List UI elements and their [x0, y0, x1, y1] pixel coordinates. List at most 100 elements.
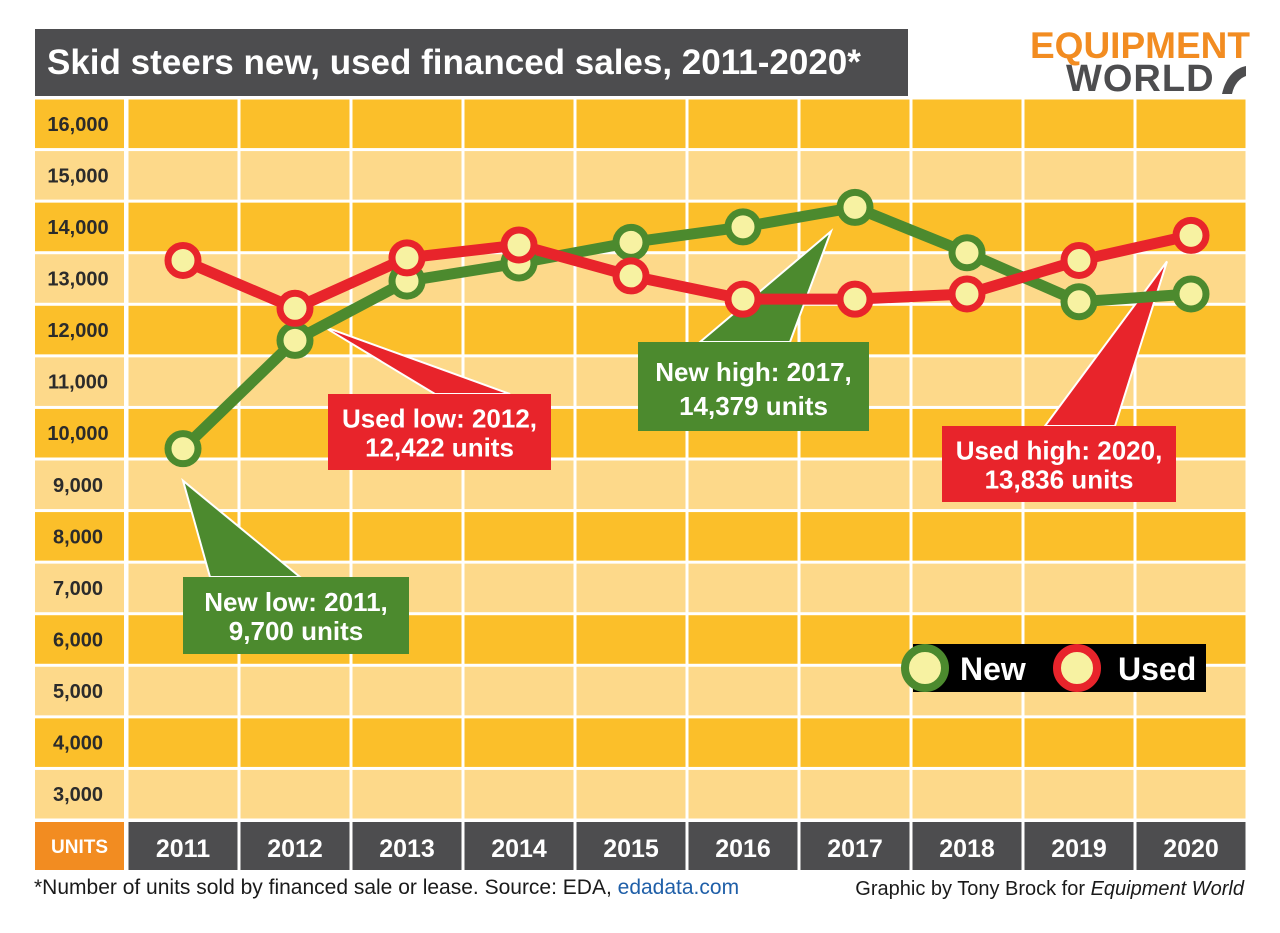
- callout-box: [183, 577, 409, 654]
- legend: New Used: [901, 644, 1206, 692]
- band-cell: [800, 718, 910, 767]
- logo-line1: EQUIPMENT: [1030, 25, 1250, 66]
- x-axis-cell: [464, 822, 574, 870]
- data-point-used: [612, 257, 650, 295]
- callout-box: [328, 394, 551, 470]
- logo-swoosh-icon: [1222, 66, 1246, 94]
- x-tick-label: 2020: [1163, 835, 1219, 863]
- data-point-used: [948, 275, 986, 313]
- y-tick-label: 4,000: [53, 733, 103, 755]
- series-lines: [177, 201, 1197, 455]
- band-cell: [688, 151, 798, 200]
- y-tick-label: 8,000: [53, 526, 103, 548]
- band-cell: [576, 563, 686, 613]
- band-cell: [1136, 99, 1246, 149]
- graphic-credit: Graphic by Tony Brock for Equipment Worl…: [855, 878, 1244, 901]
- data-point-used: [164, 241, 202, 279]
- band-cell: [800, 666, 910, 716]
- data-point-used: [388, 239, 426, 277]
- data-point-used: [1060, 241, 1098, 279]
- band-cell: [576, 769, 686, 819]
- band-cell: [128, 769, 238, 819]
- band-cell: [576, 151, 686, 200]
- band-cell: [35, 615, 124, 664]
- band-cell: [128, 666, 238, 716]
- x-tick-label: 2018: [939, 835, 995, 863]
- band-cell: [35, 357, 124, 406]
- band-cell: [240, 769, 350, 819]
- band-cell: [912, 357, 1022, 406]
- footnote: *Number of units sold by financed sale o…: [34, 876, 739, 900]
- band-cell: [688, 563, 798, 613]
- band-cell: [128, 357, 238, 406]
- logo-line2: WORLD: [1066, 58, 1215, 100]
- band-cell: [576, 718, 686, 767]
- x-tick-label: 2015: [603, 835, 659, 863]
- band-cell: [576, 666, 686, 716]
- x-tick-label: 2011: [156, 835, 210, 863]
- band-cell: [576, 460, 686, 510]
- band-cell: [1136, 305, 1246, 355]
- band-cell: [464, 718, 574, 767]
- band-cell: [912, 718, 1022, 767]
- data-point-used: [500, 226, 538, 264]
- band-cell: [464, 666, 574, 716]
- band-cell: [35, 769, 124, 819]
- band-cell: [1136, 151, 1246, 200]
- band-cell: [688, 615, 798, 664]
- band-cell: [912, 563, 1022, 613]
- footnote-text: *Number of units sold by financed sale o…: [34, 876, 618, 899]
- x-tick-label: 2017: [827, 835, 883, 863]
- band-cell: [688, 718, 798, 767]
- callout-line2: 12,422 units: [365, 432, 514, 462]
- data-point-new: [1060, 283, 1098, 321]
- band-cell: [240, 99, 350, 149]
- data-point-new: [724, 208, 762, 246]
- band-cell: [800, 460, 910, 510]
- band-cell: [464, 769, 574, 819]
- series-line-used: [177, 229, 1197, 314]
- data-point-new: [164, 430, 202, 468]
- band-cell: [576, 615, 686, 664]
- band-cell: [1136, 718, 1246, 767]
- band-cell: [352, 769, 462, 819]
- band-cell: [35, 718, 124, 767]
- x-axis-cell: [688, 822, 798, 870]
- band-cell: [1024, 99, 1134, 149]
- callout-line1: New high: 2017,: [655, 357, 852, 387]
- y-tick-label: 14,000: [47, 217, 108, 239]
- y-tick-label: 13,000: [47, 269, 108, 291]
- x-axis-cell: [352, 822, 462, 870]
- band-cell: [912, 305, 1022, 355]
- band-cell: [1136, 357, 1246, 406]
- band-cell: [688, 99, 798, 149]
- band-cell: [912, 512, 1022, 561]
- band-cell: [1024, 512, 1134, 561]
- y-tick-label: 12,000: [47, 320, 108, 342]
- callout-line1: Used low: 2012,: [342, 403, 537, 433]
- callouts: New low: 2011,9,700 units Used low: 2012,…: [183, 342, 1176, 654]
- band-cell: [35, 254, 124, 303]
- x-tick-label: 2013: [379, 835, 435, 863]
- data-point-used: [724, 280, 762, 318]
- band-cell: [688, 769, 798, 819]
- legend-marker-used: [1053, 644, 1101, 692]
- band-cell: [912, 769, 1022, 819]
- band-cell: [240, 718, 350, 767]
- band-cell: [128, 460, 238, 510]
- source-link[interactable]: edadata.com: [617, 876, 740, 899]
- x-axis-cell: [240, 822, 350, 870]
- data-point-used: [276, 289, 314, 327]
- band-cell: [352, 718, 462, 767]
- y-tick-label: 16,000: [47, 114, 108, 136]
- data-point-new: [948, 234, 986, 272]
- band-cell: [35, 460, 124, 510]
- callout-line2: 9,700 units: [229, 616, 363, 646]
- band-cell: [128, 99, 238, 149]
- x-axis-cell: [800, 822, 910, 870]
- legend-label-new: New: [960, 651, 1026, 687]
- callout-line1: New low: 2011,: [204, 587, 388, 617]
- chart-title: Skid steers new, used financed sales, 20…: [35, 29, 908, 96]
- band-cell: [1136, 563, 1246, 613]
- band-cell: [352, 512, 462, 561]
